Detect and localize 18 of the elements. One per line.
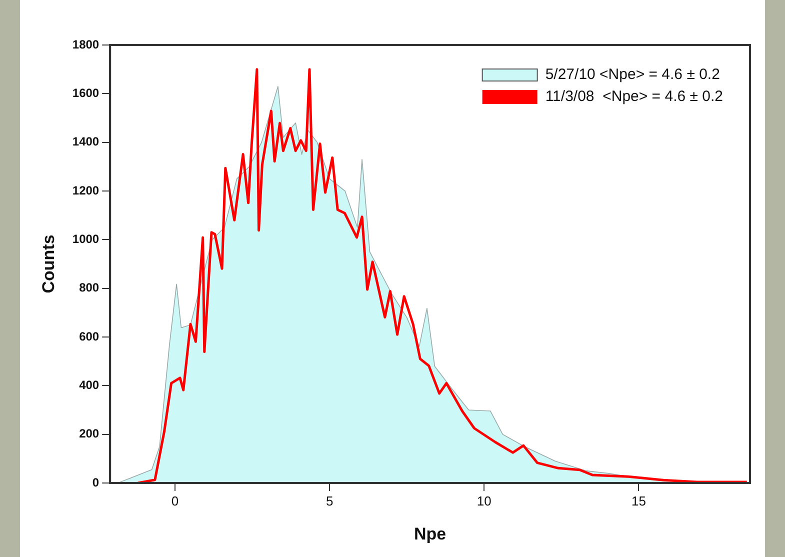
x-tick-label: 5 [326, 493, 334, 508]
y-tick-label: 1600 [72, 86, 100, 100]
y-tick-label: 1000 [72, 232, 100, 246]
x-tick-label: 0 [171, 493, 179, 508]
y-tick-label: 200 [79, 426, 100, 441]
x-tick-label: 15 [631, 493, 646, 508]
y-tick-label: 1400 [72, 134, 100, 149]
y-tick-label: 0 [92, 475, 100, 490]
legend-label: 11/3/08 <Npe> = 4.6 ± 0.2 [545, 88, 723, 106]
y-tick-label: 800 [79, 280, 100, 295]
y-axis-title: Counts [38, 234, 58, 294]
x-tick-label: 10 [476, 493, 492, 508]
legend-label: 5/27/10 <Npe> = 4.6 ± 0.2 [545, 66, 720, 84]
x-axis-title: Npe [414, 524, 446, 544]
y-tick-label: 1200 [72, 183, 100, 198]
y-tick-label: 400 [79, 378, 100, 392]
y-tick-label: 1800 [72, 37, 100, 52]
y-tick-label: 600 [79, 329, 100, 344]
